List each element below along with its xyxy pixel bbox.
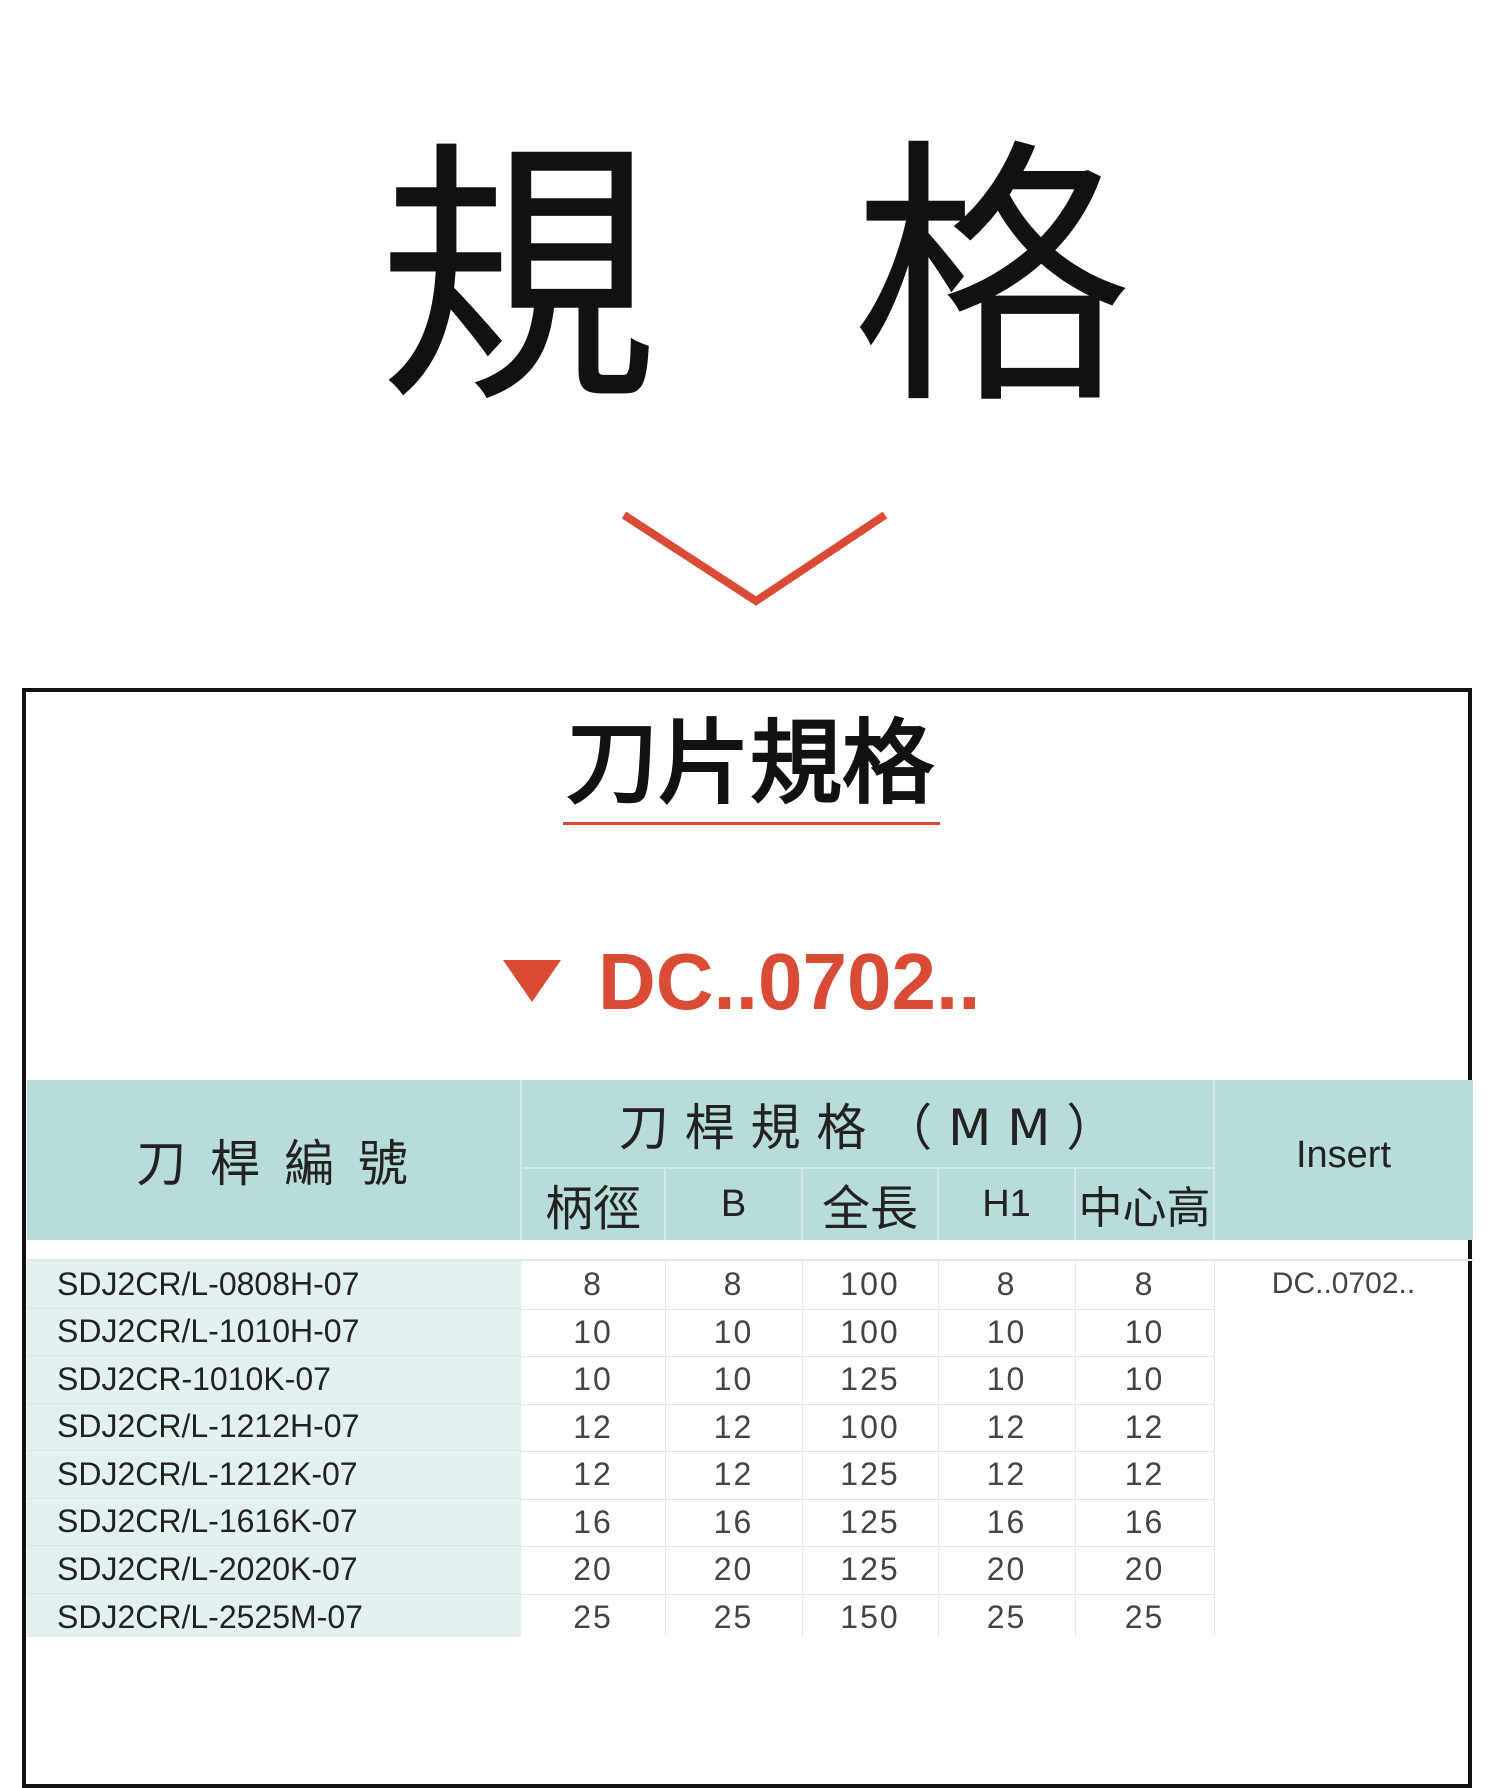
cell-value: 12	[938, 1451, 1075, 1500]
header-col-shank: 柄徑	[544, 1181, 641, 1237]
header-col-b: B	[720, 1182, 747, 1225]
table-body: DC..0702.. SDJ2CR/L-0808H-07 8 8 100 8 8 SDJ2C…	[27, 1259, 1473, 1637]
cell-value: 12	[1075, 1451, 1214, 1500]
cell-value: 10	[938, 1309, 1075, 1357]
cell-value: 10	[1075, 1356, 1214, 1405]
table-row: SDJ2CR/L-0808H-07 8 8 100 8 8	[27, 1261, 1473, 1310]
table-row: SDJ2CR/L-2525M-07 25 25 150 25 25	[27, 1593, 1473, 1637]
table-row: SDJ2CR/L-1212K-07 12 12 125 12 12	[27, 1451, 1473, 1500]
header-spec-group: 刀 桿 規 格 （ M M ）	[618, 1099, 1117, 1157]
header-col-h1: H1	[982, 1182, 1031, 1225]
cell-value: 25	[986, 1598, 1027, 1635]
cell-value: 16	[521, 1499, 665, 1547]
cell-value: 10	[1075, 1309, 1214, 1357]
table-row: SDJ2CR/L-1616K-07 16 16 125 16 16	[27, 1498, 1473, 1547]
cell-value: 10	[521, 1309, 665, 1357]
chevron-down-icon	[621, 511, 888, 606]
heading-char-1: 規	[378, 117, 658, 443]
cell-code: SDJ2CR/L-2020K-07	[27, 1546, 521, 1594]
table-row: SDJ2CR/L-2020K-07 20 20 125 20 20	[27, 1546, 1473, 1595]
header-code: 刀 桿 編 號	[136, 1135, 412, 1193]
cell-code: SDJ2CR/L-1212K-07	[27, 1451, 521, 1499]
cell-value: 20	[938, 1546, 1075, 1595]
cell-value: 100	[802, 1261, 938, 1310]
cell-value: 20	[665, 1546, 802, 1595]
cell-value: 125	[802, 1546, 938, 1595]
cell-value: 25	[1124, 1598, 1165, 1635]
cell-value: 125	[802, 1451, 938, 1500]
table-row: SDJ2CR/L-1010H-07 10 10 100 10 10	[27, 1308, 1473, 1357]
cell-value: 10	[665, 1309, 802, 1357]
cell-code: SDJ2CR/L-0808H-07	[27, 1261, 521, 1309]
cell-value: 125	[802, 1356, 938, 1405]
cell-value: 20	[1075, 1546, 1214, 1595]
cell-value: 100	[802, 1404, 938, 1452]
cell-code: SDJ2CR/L-1010H-07	[27, 1308, 521, 1356]
cell-value: 25	[713, 1598, 754, 1635]
cell-value: 8	[521, 1261, 665, 1310]
cell-code: SDJ2CR/L-2525M-07	[27, 1593, 521, 1637]
cell-value: 100	[802, 1309, 938, 1357]
insert-value: DC..0702..	[1271, 1267, 1416, 1300]
cell-code: SDJ2CR/L-1212H-07	[27, 1403, 521, 1451]
cell-value: 25	[573, 1598, 613, 1635]
section-title: 刀片規格	[565, 710, 934, 817]
cell-value: 10	[521, 1356, 665, 1405]
title-underline	[563, 822, 940, 825]
cell-value: 16	[665, 1499, 802, 1547]
cell-value: 8	[665, 1261, 802, 1310]
table-header: 刀 桿 編 號 刀 桿 規 格 （ M M ） Insert 柄徑 B 全長 H…	[27, 1080, 1473, 1240]
cell-value: 12	[938, 1404, 1075, 1452]
cell-value: 12	[521, 1451, 665, 1500]
header-insert: Insert	[1295, 1133, 1392, 1176]
cell-value: 125	[802, 1499, 938, 1547]
header-col-center-height: 中心高	[1078, 1183, 1211, 1234]
cell-value: 12	[665, 1451, 802, 1500]
cell-value: 10	[938, 1356, 1075, 1405]
cell-code: SDJ2CR/L-1616K-07	[27, 1498, 521, 1546]
cell-value: 16	[938, 1499, 1075, 1547]
cell-code: SDJ2CR-1010K-07	[27, 1356, 521, 1404]
cell-value: 8	[1075, 1261, 1214, 1310]
insert-model: DC..0702..	[598, 937, 981, 1026]
triangle-down-icon	[503, 960, 561, 1002]
cell-value: 150	[840, 1598, 900, 1635]
cell-value: 16	[1075, 1499, 1214, 1547]
table-row: SDJ2CR-1010K-07 10 10 125 10 10	[27, 1356, 1473, 1405]
table-row: SDJ2CR/L-1212H-07 12 12 100 12 12	[27, 1403, 1473, 1452]
cell-value: 10	[665, 1356, 802, 1405]
cell-value: 8	[938, 1261, 1075, 1310]
cell-value: 12	[521, 1404, 665, 1452]
cell-value: 12	[665, 1404, 802, 1452]
header-col-length: 全長	[821, 1181, 918, 1237]
cell-value: 12	[1075, 1404, 1214, 1452]
cell-value: 20	[521, 1546, 665, 1595]
heading-char-2: 格	[852, 117, 1132, 443]
